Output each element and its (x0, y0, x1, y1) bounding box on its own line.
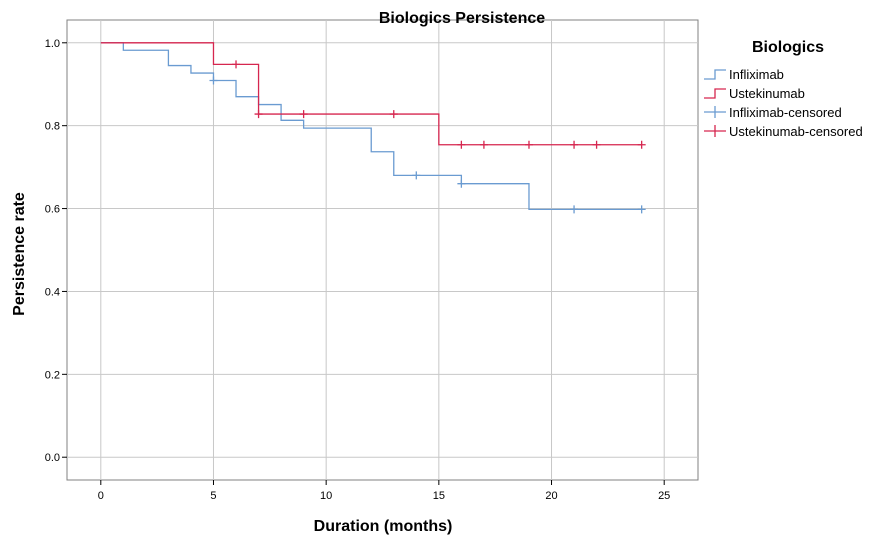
x-tick-label: 5 (210, 490, 216, 502)
y-axis-title: Persistence rate (11, 192, 28, 316)
legend-swatch (704, 106, 726, 118)
x-tick-label: 25 (658, 490, 670, 502)
legend-swatch (704, 88, 726, 99)
y-tick-label: 0.4 (45, 286, 60, 298)
x-tick-label: 0 (98, 490, 104, 502)
y-tick-label: 0.8 (45, 121, 60, 133)
ustekinumab-censored-mark (457, 140, 466, 149)
ustekinumab-censored-mark (232, 60, 241, 69)
legend-swatch (704, 69, 726, 80)
infliximab-censored-mark (209, 76, 218, 85)
x-axis-title: Duration (months) (314, 518, 453, 535)
x-tick-label: 10 (320, 490, 332, 502)
legend-label: Infliximab (729, 67, 784, 82)
ustekinumab-censored-mark (637, 140, 646, 149)
x-tick-label: 15 (433, 490, 445, 502)
ustekinumab-censored-mark (524, 140, 533, 149)
legend-title: Biologics (752, 39, 824, 56)
plot-area (66, 19, 699, 481)
y-axis: 0.0 0.2 0.4 0.6 0.8 1.0 (45, 38, 67, 464)
infliximab-censored-mark (412, 171, 421, 180)
ustekinumab-censored-mark (299, 110, 308, 119)
legend-swatch (704, 125, 726, 137)
censor-marks (209, 60, 646, 214)
infliximab-censored-mark (637, 205, 646, 214)
legend-label: Infliximab-censored (729, 105, 842, 120)
infliximab-line (100, 42, 642, 211)
infliximab-censored-mark (570, 205, 579, 214)
x-axis: 0 5 10 15 20 25 (98, 480, 670, 502)
x-tick-label: 20 (545, 490, 557, 502)
ustekinumab-censored-mark (389, 110, 398, 119)
infliximab-censored-mark (457, 179, 466, 188)
legend-label: Ustekinumab-censored (729, 124, 863, 139)
y-tick-label: 0.6 (45, 204, 60, 216)
series-lines (100, 42, 642, 211)
y-tick-label: 0.0 (45, 452, 60, 464)
ustekinumab-censored-mark (570, 140, 579, 149)
chart-title: Biologics Persistence (379, 10, 545, 27)
ustekinumab-line (100, 42, 642, 146)
y-tick-label: 0.2 (45, 369, 60, 381)
y-tick-label: 1.0 (45, 38, 60, 50)
ustekinumab-censored-mark (592, 140, 601, 149)
legend: Biologics Infliximab Ustekinumab Inflixima… (704, 39, 863, 139)
ustekinumab-censored-mark (254, 110, 263, 119)
ustekinumab-censored-mark (479, 140, 488, 149)
legend-label: Ustekinumab (729, 86, 805, 101)
